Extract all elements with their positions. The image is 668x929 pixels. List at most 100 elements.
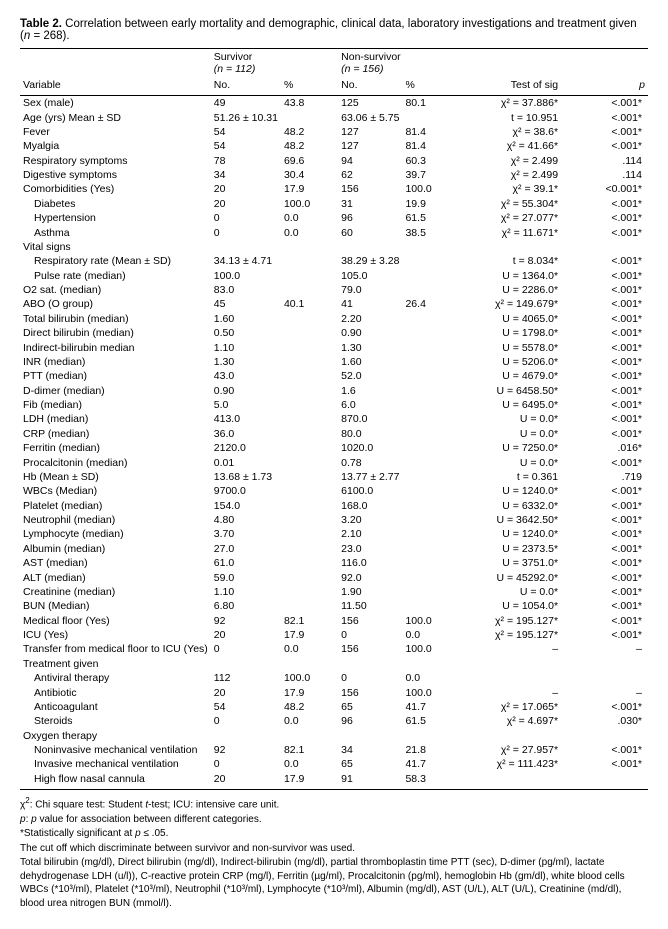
table-row: ABO (O group)4540.14126.4χ² = 149.679*<.… [20,297,648,311]
cell-n1: 0.90 [211,384,281,398]
cell-variable: Sex (male) [20,96,211,111]
cell-p2: 81.4 [402,139,459,153]
cell-pvalue [578,657,648,671]
cell-n2: 0 [338,628,402,642]
cell-p2 [402,657,459,671]
cell-n1: 2120.0 [211,441,281,455]
cell-n1: 112 [211,671,281,685]
table-row: Comorbidities (Yes)2017.9156100.0χ² = 39… [20,182,648,196]
cell-n2: 1.90 [338,585,402,599]
table-number: Table 2. [20,18,62,30]
cell-n2: 60 [338,225,402,239]
cell-test: χ² = 27.077* [460,211,578,225]
cell-test: χ² = 2.499 [460,154,578,168]
cell-n2 [338,729,402,743]
cell-n1: 0 [211,225,281,239]
cell-p2 [402,499,459,513]
cell-test: U = 0.0* [460,427,578,441]
cell-n2: 34 [338,743,402,757]
cell-n2: 94 [338,154,402,168]
table-row: Sex (male)4943.812580.1χ² = 37.886*<.001… [20,96,648,111]
cell-n2: 65 [338,700,402,714]
cell-p1: 48.2 [281,125,338,139]
cell-n2: 6100.0 [338,484,402,498]
cell-variable: Respiratory rate (Mean ± SD) [20,254,211,268]
cell-p2: 0.0 [402,671,459,685]
table-row: PTT (median)43.052.0U = 4679.0*<.001* [20,369,648,383]
table-row: Respiratory rate (Mean ± SD)34.13 ± 4.71… [20,254,648,268]
table-caption: Table 2. Correlation between early morta… [20,18,648,42]
table-row: Noninvasive mechanical ventilation9282.1… [20,743,648,757]
cell-pvalue: <.001* [578,556,648,570]
cell-test: χ² = 195.127* [460,628,578,642]
cell-variable: Neutrophil (median) [20,513,211,527]
cell-p1 [281,729,338,743]
cell-test: U = 0.0* [460,585,578,599]
cell-n1: 13.68 ± 1.73 [211,470,281,484]
cell-test: χ² = 55.304* [460,197,578,211]
cell-n1: 34.13 ± 4.71 [211,254,281,268]
cell-variable: Hb (Mean ± SD) [20,470,211,484]
cell-p1 [281,369,338,383]
cell-test: U = 5578.0* [460,340,578,354]
header-no2: No. [338,77,402,96]
cell-pvalue: <.001* [578,499,648,513]
cell-pvalue: <.001* [578,513,648,527]
table-row: Platelet (median)154.0168.0U = 6332.0*<.… [20,499,648,513]
cell-p2 [402,729,459,743]
cell-n2 [338,657,402,671]
caption-eq: = 268). [30,30,69,42]
cell-pvalue: <.001* [578,110,648,124]
cell-test: U = 4679.0* [460,369,578,383]
cell-n1: 20 [211,772,281,790]
cell-n2: 91 [338,772,402,790]
header-nonsurvivor-n: (n = 156) [341,63,383,75]
cell-p2: 100.0 [402,642,459,656]
cell-variable: Anticoagulant [20,700,211,714]
caption-text: Correlation between early mortality and … [20,18,637,42]
table-row: Myalgia5448.212781.4χ² = 41.66*<.001* [20,139,648,153]
cell-p2: 58.3 [402,772,459,790]
cell-n1: 1.10 [211,585,281,599]
table-row: Pulse rate (median)100.0105.0U = 1364.0*… [20,269,648,283]
cell-n2: 156 [338,642,402,656]
cell-n1: 54 [211,700,281,714]
cell-variable: LDH (median) [20,412,211,426]
cell-p2 [402,312,459,326]
cell-n2: 38.29 ± 3.28 [338,254,402,268]
cell-pvalue: <.001* [578,312,648,326]
cell-test [460,729,578,743]
cell-p2: 41.7 [402,757,459,771]
header-no1: No. [211,77,281,96]
cell-p2 [402,570,459,584]
cell-p2 [402,513,459,527]
cell-p1 [281,657,338,671]
cell-p2 [402,340,459,354]
cell-test: χ² = 149.679* [460,297,578,311]
cell-variable: Direct bilirubin (median) [20,326,211,340]
cell-test: U = 6332.0* [460,499,578,513]
table-row: BUN (Median)6.8011.50U = 1054.0*<.001* [20,599,648,613]
cell-p1: 48.2 [281,139,338,153]
cell-variable: D-dimer (median) [20,384,211,398]
cell-n1: 0.50 [211,326,281,340]
table-row: Lymphocyte (median)3.702.10U = 1240.0*<.… [20,527,648,541]
cell-n1: 0 [211,642,281,656]
cell-p2 [402,427,459,441]
cell-pvalue: <.001* [578,398,648,412]
cell-p2: 100.0 [402,182,459,196]
cell-p1: 0.0 [281,211,338,225]
cell-pvalue: <.001* [578,484,648,498]
cell-pvalue: <.001* [578,542,648,556]
cell-test [460,240,578,254]
cell-test: U = 1240.0* [460,484,578,498]
cell-n2: 125 [338,96,402,111]
cell-p1 [281,499,338,513]
table-row: Digestive symptoms3430.46239.7χ² = 2.499… [20,168,648,182]
table-row: Indirect-bilirubin median1.101.30U = 557… [20,340,648,354]
footnote-units: Total bilirubin (mg/dl), Direct bilirubi… [20,856,648,910]
cell-p2 [402,355,459,369]
cell-test [460,772,578,790]
table-row: Antibiotic2017.9156100.0–– [20,685,648,699]
cell-n1: 154.0 [211,499,281,513]
